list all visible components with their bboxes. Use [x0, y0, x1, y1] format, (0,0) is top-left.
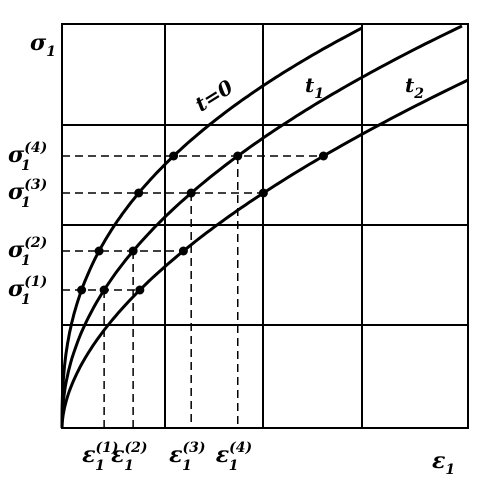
sup: (1)	[95, 440, 118, 456]
point	[178, 246, 188, 256]
point	[77, 285, 87, 295]
label: t	[305, 73, 315, 97]
index: 1	[21, 158, 31, 174]
index: 1	[182, 458, 192, 474]
point	[318, 151, 328, 161]
index: 1	[445, 462, 455, 478]
symbol: σ	[30, 30, 47, 56]
symbol: σ	[8, 237, 25, 263]
point	[99, 285, 109, 295]
y-level-label: σ(3) 1	[8, 177, 47, 211]
index: 1	[95, 458, 105, 474]
y-axis-label: σ1	[30, 30, 56, 60]
point	[169, 151, 179, 161]
symbol: σ	[8, 179, 25, 205]
sup: (3)	[183, 440, 206, 456]
x-level-label: ε(3) 1	[169, 440, 205, 474]
symbol: σ	[8, 142, 25, 168]
index: 1	[21, 253, 31, 269]
symbol: ε	[216, 442, 229, 468]
index: 1	[21, 195, 31, 211]
point	[186, 188, 196, 198]
label: t	[405, 73, 415, 97]
x-level-label: ε(4) 1	[216, 440, 252, 474]
symbol: ε	[169, 442, 182, 468]
sup: (4)	[24, 140, 47, 156]
curve-label: t1	[305, 73, 324, 102]
symbol: ε	[82, 442, 95, 468]
point	[134, 188, 144, 198]
y-level-label: σ(1) 1	[8, 274, 47, 308]
point	[135, 285, 145, 295]
curve	[60, 78, 469, 429]
sup: (2)	[24, 235, 47, 251]
index: 1	[314, 86, 324, 102]
index: 1	[229, 458, 239, 474]
points	[77, 151, 328, 295]
y-level-label: σ(4) 1	[8, 140, 47, 174]
x-level-label: ε(2) 1	[111, 440, 147, 474]
index: 1	[124, 458, 134, 474]
point	[258, 188, 268, 198]
sup: (3)	[24, 177, 47, 193]
point	[128, 246, 138, 256]
sup: (1)	[24, 274, 47, 290]
curve	[60, 26, 363, 429]
symbol: σ	[8, 276, 25, 302]
sup: (4)	[229, 440, 252, 456]
grid	[61, 23, 469, 429]
point	[233, 151, 243, 161]
sup: (2)	[125, 440, 148, 456]
index: 2	[413, 86, 424, 102]
x-axis-label: ε1	[432, 448, 455, 478]
y-level-label: σ(2) 1	[8, 235, 47, 269]
guides	[62, 155, 324, 428]
symbol: ε	[432, 448, 445, 474]
index: 1	[21, 292, 31, 308]
curve-label: t2	[405, 73, 424, 102]
symbol: ε	[111, 442, 124, 468]
point	[94, 246, 104, 256]
index: 1	[46, 44, 56, 60]
x-level-label: ε(1) 1	[82, 440, 118, 474]
